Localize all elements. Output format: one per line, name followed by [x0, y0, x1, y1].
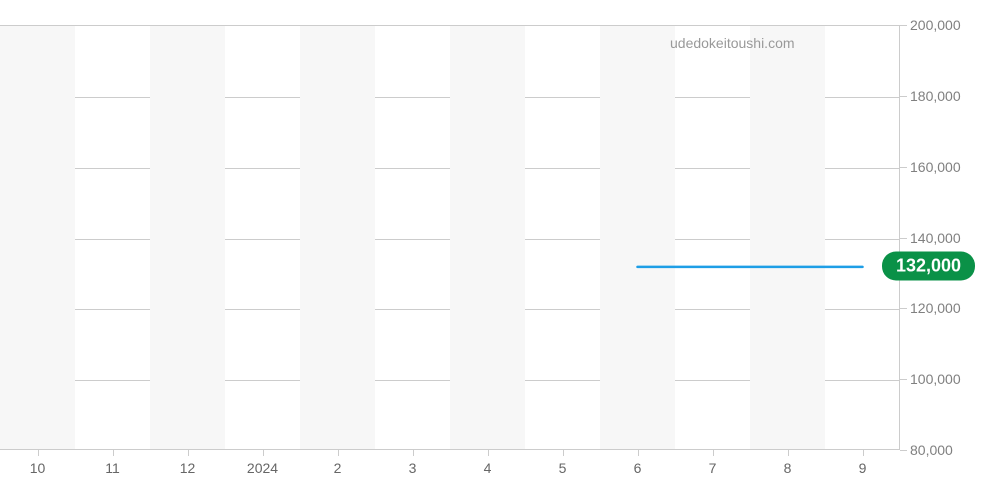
- y-tick-label: 140,000: [910, 230, 961, 246]
- y-tick-mark: [900, 25, 907, 26]
- y-tick-label: 200,000: [910, 17, 961, 33]
- y-tick-mark: [900, 450, 907, 451]
- x-tick-label: 6: [634, 460, 642, 476]
- plot-area: [0, 25, 900, 450]
- x-tick-mark: [413, 450, 414, 456]
- x-tick-mark: [113, 450, 114, 456]
- y-tick-mark: [900, 96, 907, 97]
- x-tick-label: 10: [30, 460, 46, 476]
- y-tick-label: 120,000: [910, 300, 961, 316]
- y-tick-label: 180,000: [910, 88, 961, 104]
- x-tick-mark: [338, 450, 339, 456]
- x-tick-label: 2024: [247, 460, 278, 476]
- x-tick-label: 7: [709, 460, 717, 476]
- month-band: [750, 26, 825, 449]
- x-tick-mark: [563, 450, 564, 456]
- x-tick-mark: [263, 450, 264, 456]
- y-tick-mark: [900, 238, 907, 239]
- x-tick-mark: [488, 450, 489, 456]
- x-tick-mark: [788, 450, 789, 456]
- x-tick-label: 12: [180, 460, 196, 476]
- x-tick-label: 11: [105, 460, 120, 476]
- x-tick-mark: [38, 450, 39, 456]
- y-tick-label: 100,000: [910, 371, 961, 387]
- month-band: [600, 26, 675, 449]
- x-tick-label: 9: [859, 460, 867, 476]
- y-tick-mark: [900, 167, 907, 168]
- x-tick-mark: [713, 450, 714, 456]
- y-tick-label: 160,000: [910, 159, 961, 175]
- month-band: [150, 26, 225, 449]
- current-value-badge: 132,000: [882, 251, 975, 280]
- y-tick-mark: [900, 308, 907, 309]
- watermark: udedokeitoushi.com: [670, 35, 795, 51]
- x-tick-label: 2: [334, 460, 342, 476]
- x-tick-label: 4: [484, 460, 492, 476]
- month-band: [450, 26, 525, 449]
- x-tick-label: 3: [409, 460, 417, 476]
- month-band: [300, 26, 375, 449]
- x-tick-mark: [863, 450, 864, 456]
- x-tick-mark: [188, 450, 189, 456]
- x-tick-label: 5: [559, 460, 567, 476]
- y-tick-mark: [900, 379, 907, 380]
- chart-container: [0, 25, 900, 450]
- month-band: [0, 26, 75, 449]
- y-tick-label: 80,000: [910, 442, 953, 458]
- x-tick-mark: [638, 450, 639, 456]
- x-tick-label: 8: [784, 460, 792, 476]
